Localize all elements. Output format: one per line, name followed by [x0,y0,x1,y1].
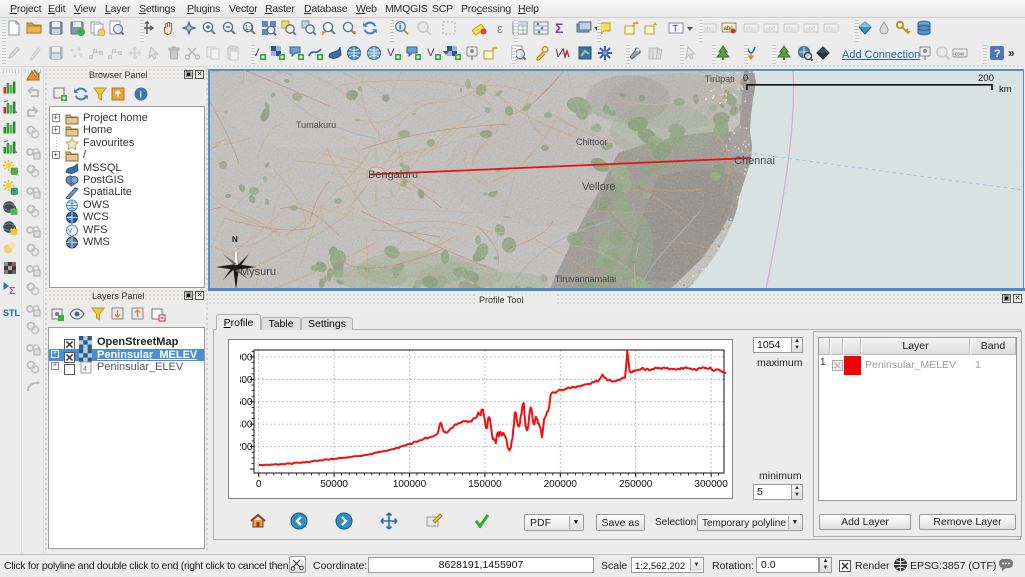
svg-text:600: 600 [236,397,253,408]
svg-text:V: V [427,47,435,59]
svg-text:Chittoor: Chittoor [576,137,608,147]
svg-text:Bengaluru: Bengaluru [368,169,418,181]
svg-text:0: 0 [256,479,262,490]
svg-text:300000: 300000 [694,479,728,490]
svg-text:csw: csw [955,52,965,58]
svg-text:ε: ε [497,21,503,36]
svg-text:i: i [139,90,142,100]
svg-text:400: 400 [236,420,253,431]
svg-text:abc: abc [766,27,776,33]
svg-text:»: » [1008,46,1015,60]
svg-text:Vellore: Vellore [582,181,616,193]
svg-text:abc: abc [806,27,816,33]
svg-text:1:1: 1:1 [245,26,254,32]
svg-text:200: 200 [236,442,253,453]
svg-text:V: V [252,47,260,59]
svg-text:Tiruvannamalai: Tiruvannamalai [555,274,616,284]
svg-text:Tumakuru: Tumakuru [296,120,336,130]
svg-text:Tirupati: Tirupati [705,74,735,84]
svg-text:200000: 200000 [544,479,578,490]
svg-text:?: ? [994,48,1001,60]
svg-text:100000: 100000 [393,479,427,490]
svg-text:1000: 1000 [230,352,253,363]
svg-text:abc: abc [724,26,734,32]
svg-text:V: V [387,47,395,59]
svg-text:C: C [68,216,72,222]
svg-text:200: 200 [978,73,994,84]
svg-text:V: V [68,229,72,235]
svg-text:Chennai: Chennai [734,155,775,167]
svg-text:abc: abc [704,27,714,33]
svg-text:i: i [399,23,401,32]
svg-text:Σ: Σ [555,20,563,36]
svg-text:800: 800 [236,375,253,386]
svg-text:0: 0 [743,73,748,84]
svg-text:Σ: Σ [9,285,15,296]
svg-text:abc: abc [746,27,756,33]
svg-text:T: T [673,24,679,34]
svg-text:km: km [999,84,1012,95]
svg-text:abc: abc [786,27,796,33]
svg-text:4: 4 [83,366,87,373]
svg-text:N: N [232,235,238,244]
svg-text:Mysuru: Mysuru [240,266,276,278]
svg-text:V: V [555,48,564,60]
svg-text:abc: abc [826,27,836,33]
svg-text:50000: 50000 [320,479,348,490]
svg-text:150000: 150000 [468,479,502,490]
svg-text:250000: 250000 [619,479,653,490]
